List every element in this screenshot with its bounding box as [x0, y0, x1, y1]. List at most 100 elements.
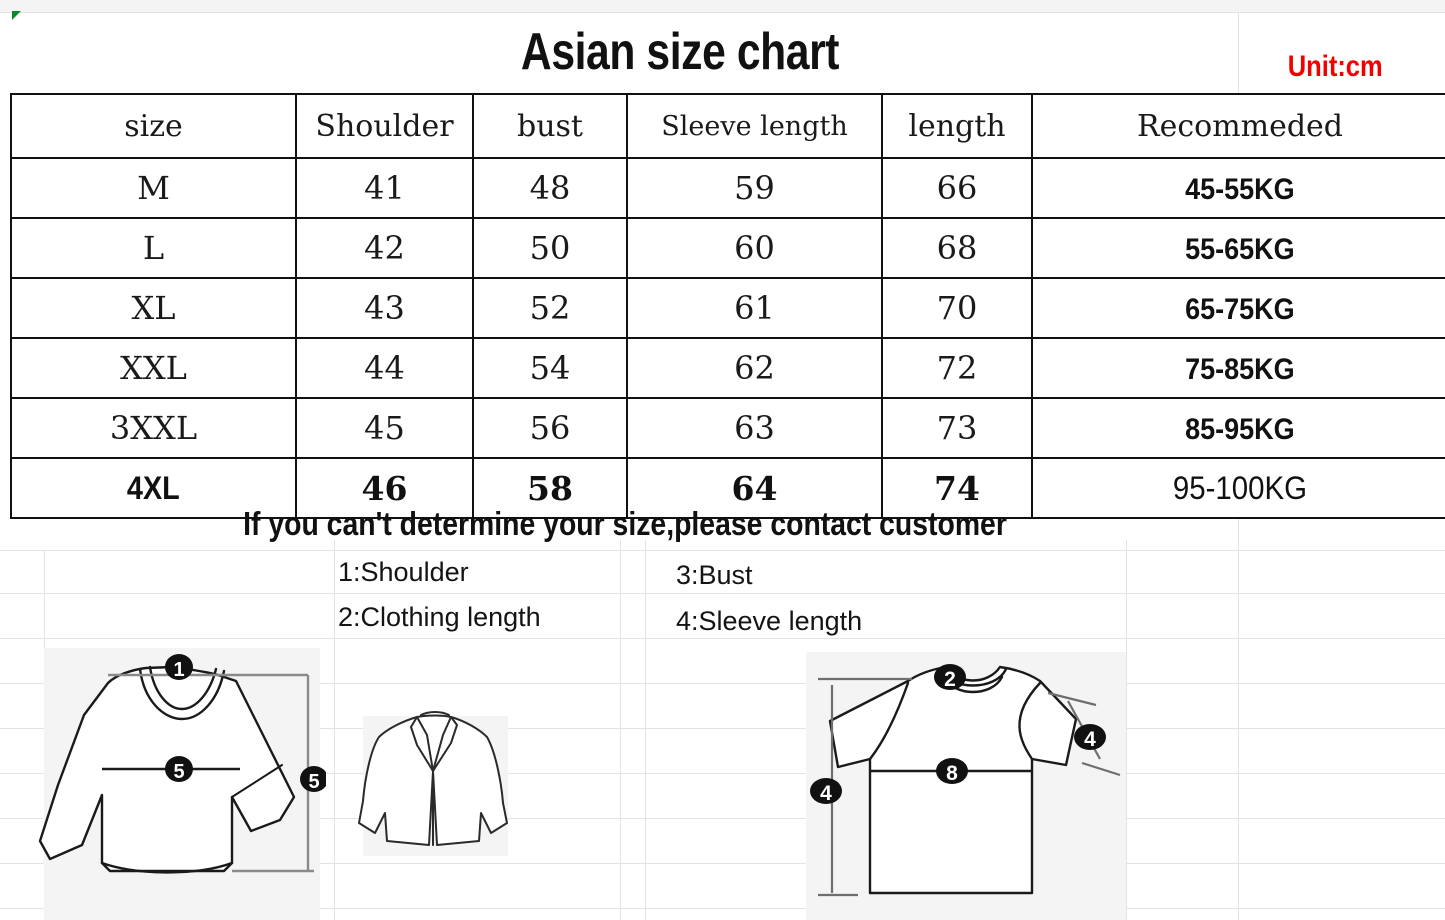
badge-bust: 5: [165, 756, 193, 783]
cell-size: L: [10, 217, 297, 279]
legend-item-bust: 3:Bust: [676, 560, 753, 590]
cell-size: M: [10, 157, 297, 219]
cell-sleeve-length: 63: [626, 397, 883, 459]
lapel-left-fold: [416, 716, 434, 772]
sleeve-guide-bottom: [1081, 761, 1121, 777]
cell-recommended-text: 65-75KG: [1185, 292, 1295, 326]
grid-line-h: [0, 863, 1445, 864]
column-header-sleeve-length: Sleeve length: [626, 93, 883, 159]
neckline-outer: [138, 667, 226, 721]
column-header-recommended: Recommeded: [1031, 93, 1445, 159]
badge-shoulder: 2: [934, 664, 966, 691]
grid-line-h: [0, 908, 1445, 909]
table-row: XL 43 52 61 70 65-75KG: [10, 277, 1445, 339]
sleeve-guide-top: [1047, 691, 1097, 707]
cell-recommended-text: 45-55KG: [1185, 172, 1295, 206]
badge-circle: [810, 778, 842, 804]
column-header-bust: bust: [472, 93, 628, 159]
cell-length: 70: [881, 277, 1033, 339]
badge-label: 5: [308, 771, 319, 793]
column-header-length: length: [881, 93, 1033, 159]
badge-circle: [300, 766, 328, 792]
table-body: M 41 48 59 66 45-55KG L 42 50 60 68 55-6…: [10, 157, 1445, 519]
cell-sleeve-length: 60: [626, 217, 883, 279]
cell-sleeve-length: 62: [626, 337, 883, 399]
cell-recommended: 55-65KG: [1031, 217, 1445, 279]
cell-recommended: 45-55KG: [1031, 157, 1445, 219]
blazer-illustration: [358, 711, 508, 846]
sleeve-seam-right: [1018, 681, 1042, 761]
jacket-right-panel: [432, 716, 508, 846]
table-row: XXL 44 54 62 72 75-85KG: [10, 337, 1445, 399]
size-table: size Shoulder bust Sleeve length length …: [10, 93, 1445, 519]
badge-length: 5: [300, 766, 328, 793]
cell-shoulder: 44: [295, 337, 474, 399]
sleeve-crease: [231, 764, 283, 798]
badge-circle: [165, 654, 193, 680]
cell-bust: 58: [472, 457, 628, 519]
cell-comment-marker-icon: [12, 11, 21, 20]
table-row: 3XXL 45 56 63 73 85-95KG: [10, 397, 1445, 459]
cell-shoulder: 41: [295, 157, 474, 219]
grid-line-h: [0, 818, 1445, 819]
legend-item-sleeve-length: 4:Sleeve length: [676, 606, 863, 636]
grid-line-h: [0, 728, 1445, 729]
jacket-collar-top: [420, 711, 450, 716]
legend-item-clothing-length: 2:Clothing length: [338, 602, 541, 632]
table-row: M 41 48 59 66 45-55KG: [10, 157, 1445, 219]
grid-line-h: [0, 12, 1445, 13]
grid-line-h: [0, 773, 1445, 774]
grid-line-v: [1126, 540, 1127, 920]
grid-line-v: [620, 540, 621, 920]
cell-recommended-text: 75-85KG: [1185, 352, 1295, 386]
grid-line-v: [334, 540, 335, 920]
unit-label: Unit:cm: [1288, 50, 1383, 83]
cell-sleeve-length: 64: [626, 457, 883, 519]
badge-shoulder: 1: [165, 654, 193, 681]
cell-recommended: 85-95KG: [1031, 397, 1445, 459]
badge-bust: 8: [936, 758, 968, 785]
badge-label: 5: [173, 761, 184, 783]
jacket-figure: [355, 705, 515, 865]
grid-line-h: [0, 638, 1445, 639]
legend-item-shoulder: 1:Shoulder: [338, 557, 469, 587]
neckline-inner: [148, 665, 218, 711]
cell-length: 66: [881, 157, 1033, 219]
badge-circle: [1074, 724, 1106, 750]
long-sleeve-figure: 1 5 5: [36, 645, 328, 920]
cell-bust: 48: [472, 157, 628, 219]
cell-recommended: 75-85KG: [1031, 337, 1445, 399]
badge-circle: [165, 756, 193, 782]
grid-line-h: [0, 550, 1445, 551]
cell-bust: 54: [472, 337, 628, 399]
cell-size: XXL: [10, 337, 297, 399]
cell-recommended: 95-100KG: [1031, 457, 1445, 519]
cell-bust: 52: [472, 277, 628, 339]
badge-circle: [936, 758, 968, 784]
cell-length: 72: [881, 337, 1033, 399]
cell-size-text: 4XL: [127, 469, 180, 506]
badge-label: 8: [946, 762, 958, 785]
cell-recommended-text: 95-100KG: [1172, 469, 1308, 506]
column-header-size: size: [10, 93, 297, 159]
notice-text: If you can't determine your size,please …: [243, 505, 1007, 542]
jacket-left-panel: [358, 716, 434, 846]
grid-line-v: [645, 540, 646, 920]
cell-length: 73: [881, 397, 1033, 459]
cell-bust: 56: [472, 397, 628, 459]
table-row: L 42 50 60 68 55-65KG: [10, 217, 1445, 279]
grid-line-h: [0, 683, 1445, 684]
cell-sleeve-length: 61: [626, 277, 883, 339]
table-header: size Shoulder bust Sleeve length length …: [10, 93, 1445, 159]
badge-circle: [934, 664, 966, 690]
grid-shade-top: [0, 0, 1445, 12]
cell-shoulder: 45: [295, 397, 474, 459]
hem-line: [100, 861, 234, 874]
long-sleeve-illustration: 1 5 5: [38, 654, 328, 874]
sleeve-seam-left: [868, 681, 910, 761]
cell-bust: 50: [472, 217, 628, 279]
cell-size: 3XXL: [10, 397, 297, 459]
cell-recommended-text: 55-65KG: [1185, 232, 1295, 266]
cell-size: XL: [10, 277, 297, 339]
